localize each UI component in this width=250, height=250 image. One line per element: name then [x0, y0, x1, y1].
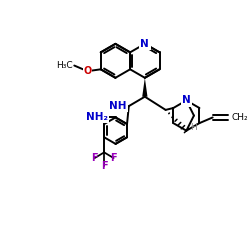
Text: F: F [92, 153, 98, 163]
Polygon shape [142, 78, 148, 97]
Text: F: F [101, 160, 107, 170]
Text: NH: NH [110, 101, 127, 111]
Text: H: H [190, 123, 197, 132]
Text: N: N [182, 96, 191, 106]
Text: N: N [140, 39, 149, 49]
Text: F: F [110, 153, 117, 163]
Text: O: O [83, 66, 92, 76]
Text: H₃C: H₃C [56, 61, 72, 70]
Text: CH₂: CH₂ [232, 113, 248, 122]
Text: NH₂: NH₂ [86, 112, 108, 122]
